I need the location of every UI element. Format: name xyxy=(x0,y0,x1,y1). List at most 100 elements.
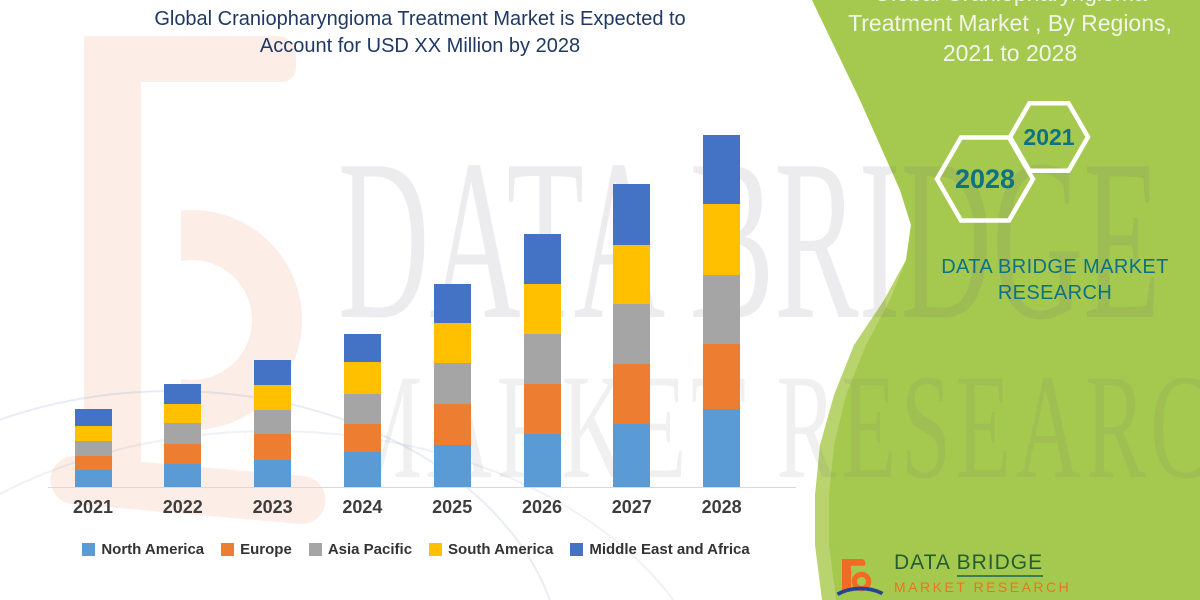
x-axis-label-2024: 2024 xyxy=(342,497,383,517)
bar-segment-2022-south-america xyxy=(164,404,202,423)
bar-2026 xyxy=(523,234,561,487)
bar-segment-2025-europe xyxy=(433,404,471,445)
bar-segment-2021-south-america xyxy=(74,426,112,441)
hexagon-end-year: 2021 xyxy=(1023,124,1074,150)
bar-segment-2024-north-america xyxy=(343,452,381,487)
bar-segment-2021-asia-pacific xyxy=(74,441,112,456)
b-icon-stem xyxy=(842,559,866,590)
bar-segment-2027-europe xyxy=(613,364,651,424)
bar-segment-2027-middle-east-and-africa xyxy=(613,184,651,245)
bar-segment-2022-asia-pacific xyxy=(164,423,202,444)
bar-segment-2028-north-america xyxy=(703,409,741,487)
x-axis-label-2021: 2021 xyxy=(72,497,114,517)
b-icon-swoosh xyxy=(836,586,884,596)
legend-label: Asia Pacific xyxy=(327,541,413,558)
x-axis-line xyxy=(48,487,796,488)
bar-segment-2027-south-america xyxy=(613,245,651,304)
hexagon-start-year: 2028 xyxy=(955,164,1015,194)
legend-label: South America xyxy=(448,541,554,558)
bar-segment-2027-north-america xyxy=(613,424,651,487)
bar-segment-2022-middle-east-and-africa xyxy=(164,384,202,404)
bar-segment-2024-asia-pacific xyxy=(343,394,381,424)
bar-segment-2022-north-america xyxy=(164,464,202,487)
bar-segment-2028-south-america xyxy=(703,204,741,275)
bar-segment-2026-asia-pacific xyxy=(523,334,561,384)
chart-title: Global Craniopharyngioma Treatment Marke… xyxy=(60,6,780,60)
legend-label: North America xyxy=(101,541,205,558)
bar-segment-2027-asia-pacific xyxy=(613,304,651,364)
bar-2021 xyxy=(74,409,112,487)
bar-2025 xyxy=(433,284,471,487)
bar-segment-2026-south-america xyxy=(523,284,561,334)
bar-2027 xyxy=(613,184,651,487)
legend-swatch-icon xyxy=(82,543,96,556)
legend-item-middle-east-and-africa: Middle East and Africa xyxy=(570,541,750,558)
bar-segment-2025-middle-east-and-africa xyxy=(433,284,471,323)
bar-segment-2022-europe xyxy=(164,444,202,464)
bar-segment-2021-europe xyxy=(74,456,112,470)
bar-segment-2024-europe xyxy=(343,424,381,452)
footer-sub-brand: MARKET RESEARCH xyxy=(894,579,1072,595)
x-axis-label-2022: 2022 xyxy=(162,497,203,517)
bar-segment-2026-europe xyxy=(523,384,561,434)
watermark-text-line2: MARKET RESEARCH xyxy=(342,344,1200,510)
bar-segment-2025-asia-pacific xyxy=(433,363,471,404)
bar-segment-2025-north-america xyxy=(433,445,471,487)
side-panel-heading-line1: Global Craniopharyngioma xyxy=(830,0,1190,8)
hexagon-2021-icon xyxy=(1007,101,1091,173)
x-axis-labels: 2021 2022 2023 2024 2025 2026 2027 2028 xyxy=(0,497,1200,523)
bar-segment-2023-south-america xyxy=(254,385,292,410)
legend-item-north-america: North America xyxy=(82,541,204,558)
side-panel-brand-line1: DATA BRIDGE MARKET xyxy=(941,256,1169,278)
bar-segment-2023-middle-east-and-africa xyxy=(254,360,292,385)
legend-swatch-icon xyxy=(429,543,443,556)
legend-item-asia-pacific: Asia Pacific xyxy=(308,541,413,558)
footer-logo-text: DATA BRIDGE MARKET RESEARCH xyxy=(894,551,1071,595)
bar-2022 xyxy=(164,384,202,487)
legend-swatch-icon xyxy=(570,543,584,556)
side-panel-brand-line2: RESEARCH xyxy=(997,282,1113,304)
bar-2028 xyxy=(703,135,741,487)
x-axis-label-2025: 2025 xyxy=(432,497,473,517)
plot-area xyxy=(74,135,741,487)
side-panel-brand: DATA BRIDGE MARKET RESEARCH xyxy=(905,254,1200,306)
footer-brand-suffix: BRIDGE xyxy=(956,551,1044,577)
bar-segment-2028-europe xyxy=(703,344,741,409)
x-axis-label-2028: 2028 xyxy=(701,497,742,517)
side-panel-heading-line2: Treatment Market , By Regions, xyxy=(848,10,1172,36)
watermark-b-logo-roof xyxy=(140,36,296,82)
legend-label: Middle East and Africa xyxy=(589,541,750,558)
side-panel-heading: Global Craniopharyngioma Treatment Marke… xyxy=(830,0,1190,68)
bar-segment-2021-north-america xyxy=(74,470,112,487)
x-axis-label-2023: 2023 xyxy=(252,497,293,517)
side-panel-heading-line3: 2021 to 2028 xyxy=(942,40,1078,66)
bar-segment-2024-middle-east-and-africa xyxy=(343,334,381,362)
bar-2023 xyxy=(254,360,292,487)
chart-title-line1: Global Craniopharyngioma Treatment Marke… xyxy=(154,8,686,30)
bar-segment-2026-north-america xyxy=(523,434,561,487)
bar-segment-2026-middle-east-and-africa xyxy=(523,234,561,284)
bar-segment-2028-asia-pacific xyxy=(703,275,741,344)
bar-segment-2025-south-america xyxy=(433,323,471,363)
bar-segment-2023-asia-pacific xyxy=(254,410,292,434)
legend-swatch-icon xyxy=(221,543,235,556)
x-axis-label-2026: 2026 xyxy=(521,497,563,517)
bar-2024 xyxy=(343,334,381,487)
x-axis-label-2027: 2027 xyxy=(611,497,652,517)
bar-segment-2028-middle-east-and-africa xyxy=(703,135,741,204)
footer-logo: DATA BRIDGE MARKET RESEARCH xyxy=(836,551,1071,600)
legend-item-europe: Europe xyxy=(221,541,292,558)
hexagon-years-graphic: 2028 2021 xyxy=(934,101,1091,223)
chart-legend: North America Europe Asia Pacific South Ame… xyxy=(36,541,796,558)
legend-swatch-icon xyxy=(308,543,322,556)
chart-title-line2: Account for USD XX Million by 2028 xyxy=(259,35,581,57)
bar-segment-2024-south-america xyxy=(343,362,381,394)
bar-segment-2023-north-america xyxy=(254,460,292,487)
b-icon-bowl xyxy=(851,571,872,592)
legend-item-south-america: South America xyxy=(429,541,553,558)
bar-segment-2021-middle-east-and-africa xyxy=(74,409,112,426)
footer-brand: DATA BRIDGE xyxy=(894,551,1071,577)
legend-label: Europe xyxy=(240,541,292,558)
data-bridge-b-icon xyxy=(836,559,884,596)
